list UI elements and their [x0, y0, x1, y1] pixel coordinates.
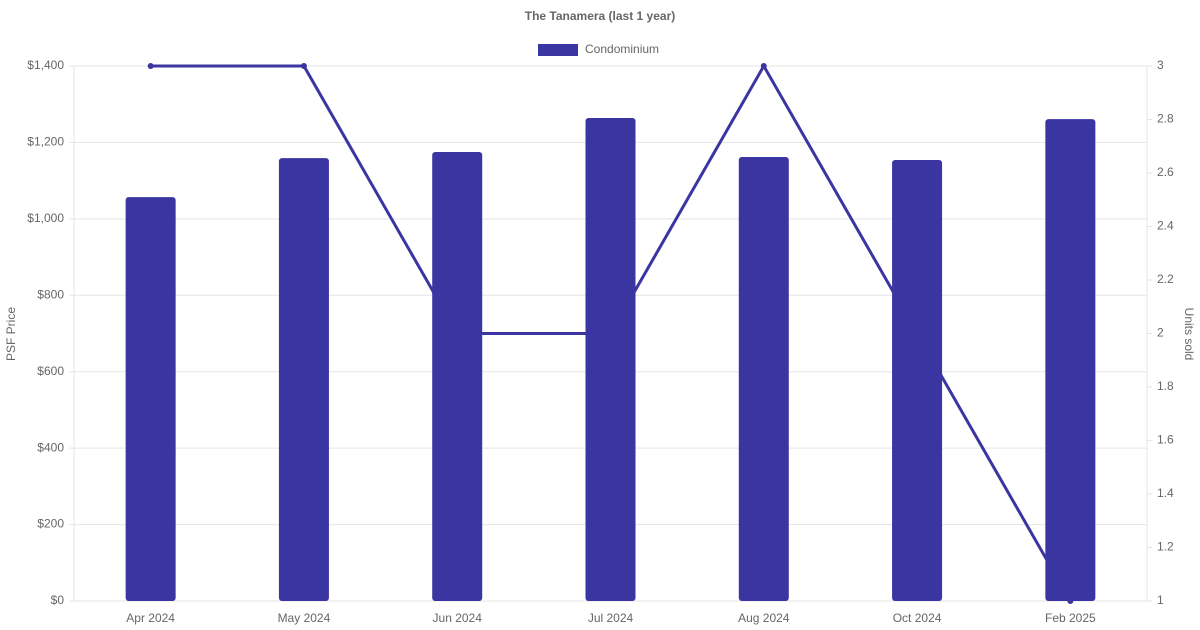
- y2-tick-label: 2.4: [1157, 219, 1174, 233]
- y2-axis-title: Units sold: [1182, 308, 1196, 361]
- bar: [278, 158, 329, 601]
- y2-tick-label: 3: [1157, 58, 1164, 72]
- bar: [892, 160, 943, 601]
- x-tick-label: Jul 2024: [588, 611, 634, 625]
- y2-tick-label: 1.6: [1157, 433, 1174, 447]
- point: [760, 63, 767, 69]
- bar: [585, 117, 636, 601]
- y2-tick-label: 1.8: [1157, 379, 1174, 393]
- y-axis-title: PSF Price: [4, 307, 18, 361]
- y-tick-label: $400: [37, 440, 64, 454]
- y-tick-label: $200: [37, 517, 64, 531]
- point: [147, 63, 154, 69]
- y2-tick-label: 2.8: [1157, 112, 1174, 126]
- x-tick-label: Jun 2024: [433, 611, 483, 625]
- y2-tick-label: 2.2: [1157, 272, 1174, 286]
- y-tick-label: $1,200: [27, 135, 64, 149]
- bar: [1045, 119, 1096, 601]
- y2-tick-label: 1.4: [1157, 486, 1174, 500]
- x-tick-label: May 2024: [278, 611, 331, 625]
- x-tick-label: Feb 2025: [1045, 611, 1096, 625]
- y2-tick-label: 2.6: [1157, 165, 1174, 179]
- y-tick-label: $600: [37, 364, 64, 378]
- point: [300, 63, 307, 69]
- chart-title: The Tanamera (last 1 year): [525, 9, 676, 23]
- y-tick-label: $1,000: [27, 211, 64, 225]
- x-tick-label: Apr 2024: [126, 611, 175, 625]
- bar: [738, 156, 789, 601]
- y2-tick-label: 2: [1157, 326, 1164, 340]
- y-tick-label: $0: [51, 593, 65, 607]
- bar: [432, 151, 483, 601]
- legend-label: Condominium: [585, 42, 659, 56]
- y-tick-label: $800: [37, 287, 64, 301]
- x-tick-label: Aug 2024: [738, 611, 790, 625]
- x-tick-label: Oct 2024: [893, 611, 942, 625]
- y2-tick-label: 1: [1157, 593, 1164, 607]
- legend-swatch: [538, 44, 578, 56]
- bar: [125, 197, 176, 601]
- y2-tick-label: 1.2: [1157, 540, 1174, 554]
- y-tick-label: $1,400: [27, 58, 64, 72]
